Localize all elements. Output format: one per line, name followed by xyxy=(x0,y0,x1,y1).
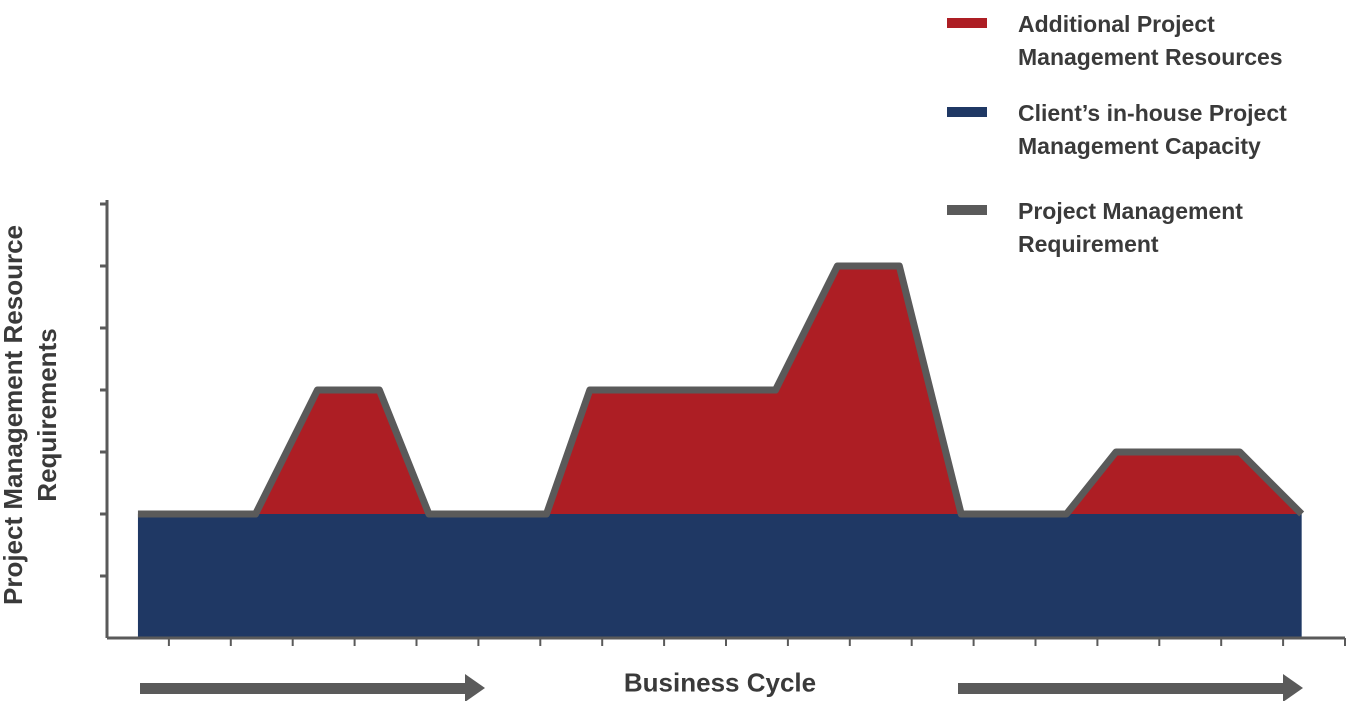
x-axis-label: Business Cycle xyxy=(623,667,817,698)
legend-swatch xyxy=(947,18,987,28)
legend-swatch xyxy=(947,205,987,215)
legend-swatch xyxy=(947,107,987,117)
legend-label: Additional Project Management Resources xyxy=(1018,11,1283,70)
arrow-head xyxy=(1283,674,1303,701)
arrow-shaft xyxy=(140,683,465,694)
arrows xyxy=(140,674,1303,701)
arrow-shaft xyxy=(958,683,1283,694)
legend-item: Client’s in-house Project Management Cap… xyxy=(947,97,1347,163)
area xyxy=(137,514,1302,638)
y-axis-label: Project Management Resource Requirements xyxy=(0,225,62,606)
legend-item: Project Management Requirement xyxy=(947,195,1347,261)
legend-item: Additional Project Management Resources xyxy=(947,8,1347,74)
arrow-head xyxy=(465,674,485,701)
requirement-line xyxy=(137,262,1305,518)
legend-label: Client’s in-house Project Management Cap… xyxy=(1018,100,1287,159)
legend-label: Project Management Requirement xyxy=(1018,198,1243,257)
